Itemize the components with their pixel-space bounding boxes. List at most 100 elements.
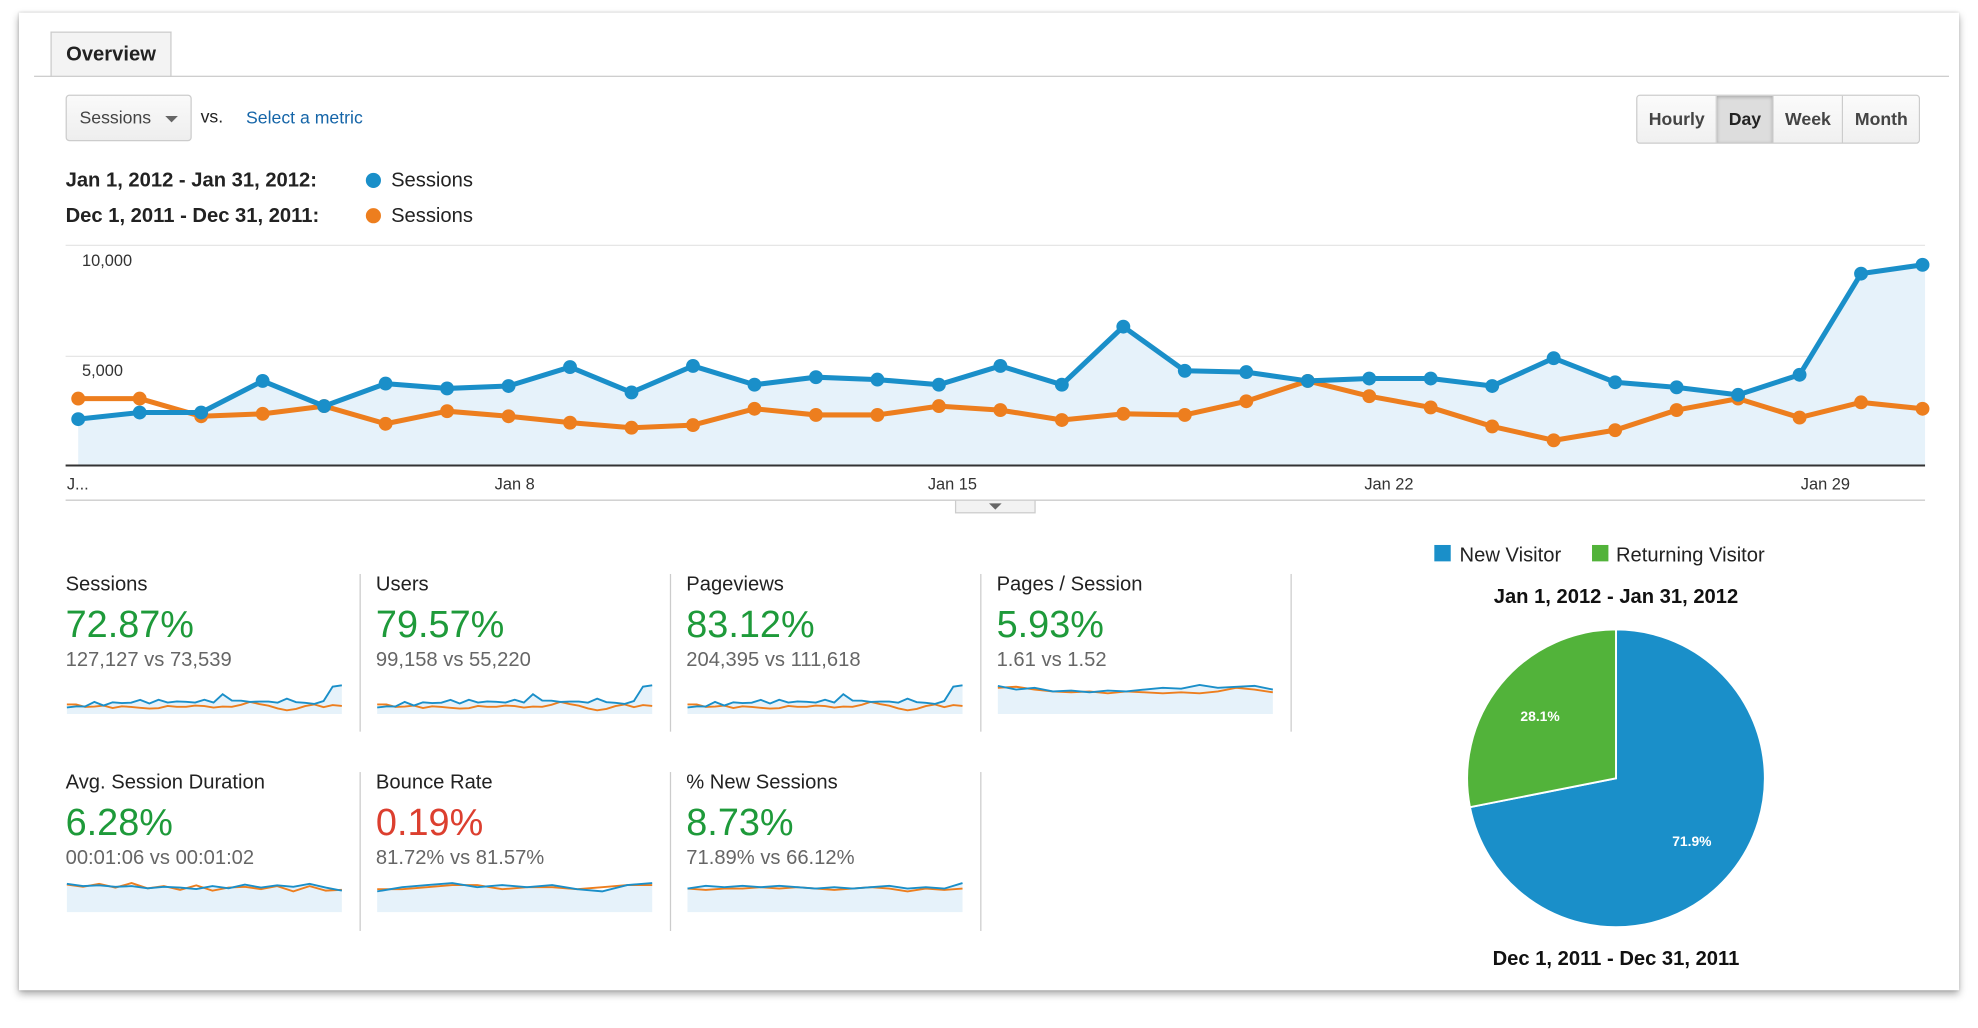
- divider: [980, 772, 982, 931]
- data-point[interactable]: [1608, 423, 1623, 438]
- sparkline-current: [377, 882, 653, 893]
- pie-slice[interactable]: [1466, 628, 1617, 809]
- metric-change: 6.28%: [65, 802, 173, 844]
- data-point[interactable]: [255, 406, 270, 421]
- data-point[interactable]: [1362, 371, 1377, 386]
- metric-sparkline: [687, 882, 963, 913]
- expand-chart-handle[interactable]: [954, 499, 1036, 514]
- data-point[interactable]: [1546, 351, 1561, 366]
- metric-card[interactable]: % New Sessions 8.73% 71.89% vs 66.12%: [686, 772, 996, 913]
- hourly-button[interactable]: Hourly: [1637, 95, 1718, 143]
- data-point[interactable]: [1116, 319, 1131, 334]
- data-point[interactable]: [993, 403, 1008, 418]
- data-point[interactable]: [993, 358, 1008, 373]
- data-point[interactable]: [1423, 400, 1438, 415]
- data-point[interactable]: [1915, 401, 1930, 416]
- sparkline-current: [687, 684, 963, 709]
- data-point[interactable]: [1054, 413, 1069, 427]
- data-point[interactable]: [71, 412, 86, 427]
- sessions-line-chart: 10,000 5,000 J... Jan 8 Jan 15 Jan 22 Ja…: [65, 244, 1930, 514]
- metric-title: Pages / Session: [996, 573, 1143, 596]
- data-point[interactable]: [808, 408, 823, 422]
- select-metric-link[interactable]: Select a metric: [245, 107, 363, 128]
- metric-card[interactable]: Users 79.57% 99,158 vs 55,220: [376, 574, 686, 715]
- data-point[interactable]: [71, 391, 86, 406]
- tab-overview[interactable]: Overview: [50, 31, 172, 77]
- data-point[interactable]: [1792, 367, 1807, 382]
- metric-card[interactable]: Pageviews 83.12% 204,395 vs 111,618: [686, 574, 996, 715]
- data-point[interactable]: [1485, 379, 1500, 393]
- data-point[interactable]: [501, 409, 516, 424]
- metric-comparison: 127,127 vs 73,539: [65, 649, 232, 672]
- data-point[interactable]: [747, 377, 762, 392]
- data-point[interactable]: [255, 374, 270, 388]
- granularity-toggle: Hourly Day Week Month: [1636, 94, 1921, 144]
- data-point[interactable]: [1177, 408, 1192, 422]
- data-point[interactable]: [686, 358, 700, 373]
- data-point[interactable]: [132, 391, 147, 406]
- metric-title: Bounce Rate: [375, 772, 493, 794]
- metric-change: 79.57%: [375, 604, 505, 646]
- tab-divider: [34, 75, 1950, 77]
- divider: [980, 573, 982, 732]
- data-point[interactable]: [1669, 403, 1684, 418]
- previous-sessions-line: [78, 378, 1927, 443]
- metric-title: Sessions: [65, 573, 148, 596]
- data-point[interactable]: [1669, 380, 1684, 395]
- data-point[interactable]: [378, 376, 393, 391]
- metric-comparison: 204,395 vs 111,618: [686, 649, 861, 672]
- data-point[interactable]: [1485, 419, 1500, 434]
- data-point[interactable]: [1546, 433, 1561, 448]
- metric-card[interactable]: Pages / Session 5.93% 1.61 vs 1.52: [997, 574, 1307, 715]
- metric-change: 0.19%: [375, 802, 484, 844]
- data-point[interactable]: [440, 381, 455, 396]
- data-point[interactable]: [870, 408, 885, 422]
- data-point[interactable]: [563, 360, 577, 374]
- metric-card[interactable]: Avg. Session Duration 6.28% 00:01:06 vs …: [66, 772, 376, 913]
- pie-slice[interactable]: [1468, 628, 1766, 929]
- data-point[interactable]: [686, 418, 700, 433]
- data-point[interactable]: [1116, 406, 1131, 421]
- metric-sparkline: [66, 882, 343, 913]
- metric-select-dropdown[interactable]: Sessions: [65, 94, 192, 142]
- data-point[interactable]: [870, 372, 885, 387]
- data-point[interactable]: [1362, 389, 1377, 404]
- data-point[interactable]: [624, 420, 639, 435]
- data-point[interactable]: [501, 379, 516, 393]
- metric-card[interactable]: Bounce Rate 0.19% 81.72% vs 81.57%: [376, 772, 686, 913]
- visitor-pie-chart: New Visitor Returning Visitor Jan 1, 201…: [1434, 544, 1766, 970]
- week-button[interactable]: Week: [1773, 95, 1844, 143]
- data-point[interactable]: [194, 405, 209, 420]
- data-point[interactable]: [378, 416, 393, 431]
- data-point[interactable]: [1608, 375, 1623, 390]
- metric-sparkline: [687, 684, 963, 715]
- data-point[interactable]: [563, 415, 577, 430]
- data-point[interactable]: [1423, 371, 1438, 386]
- day-button[interactable]: Day: [1717, 95, 1774, 143]
- data-point[interactable]: [808, 370, 823, 385]
- data-point[interactable]: [1054, 377, 1069, 392]
- metric-card[interactable]: Sessions 72.87% 127,127 vs 73,539: [66, 574, 376, 715]
- data-point[interactable]: [1915, 257, 1930, 272]
- data-point[interactable]: [1300, 374, 1315, 388]
- data-point[interactable]: [1792, 410, 1807, 425]
- data-point[interactable]: [1239, 394, 1254, 409]
- data-point[interactable]: [931, 399, 946, 414]
- sparkline-previous: [377, 700, 653, 712]
- data-point[interactable]: [317, 399, 332, 414]
- data-point[interactable]: [624, 385, 639, 400]
- divider: [359, 772, 361, 931]
- metric-sparkline: [377, 684, 653, 715]
- month-button[interactable]: Month: [1843, 95, 1920, 143]
- data-point[interactable]: [1854, 266, 1868, 281]
- metric-comparison: 99,158 vs 55,220: [375, 649, 531, 672]
- data-point[interactable]: [440, 404, 455, 419]
- data-point[interactable]: [931, 377, 946, 392]
- data-point[interactable]: [132, 405, 147, 420]
- divider: [669, 772, 672, 931]
- data-point[interactable]: [1731, 387, 1746, 402]
- data-point[interactable]: [1854, 395, 1868, 410]
- data-point[interactable]: [747, 401, 762, 416]
- data-point[interactable]: [1239, 365, 1254, 380]
- data-point[interactable]: [1177, 363, 1192, 378]
